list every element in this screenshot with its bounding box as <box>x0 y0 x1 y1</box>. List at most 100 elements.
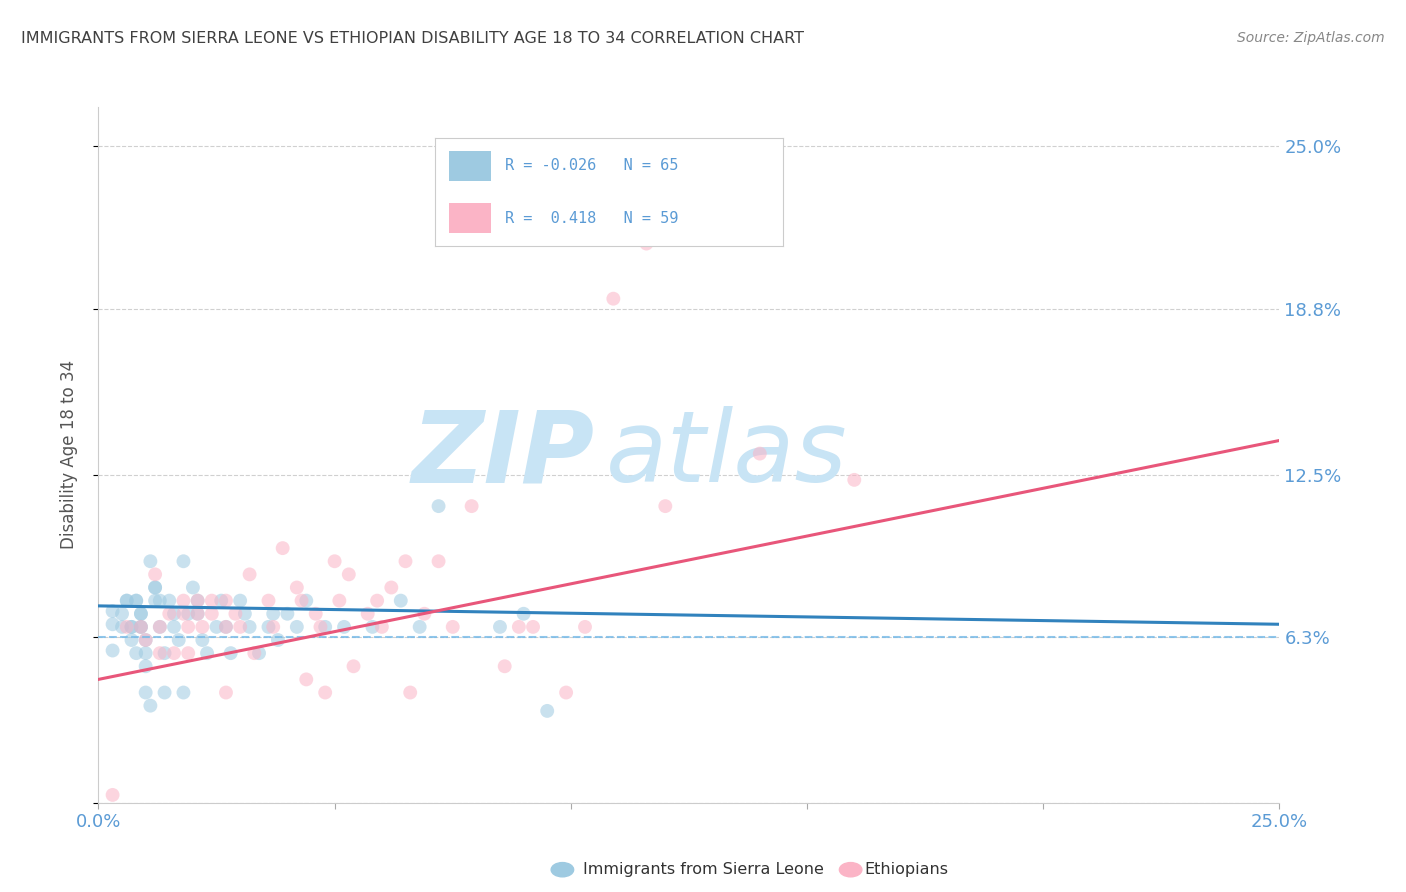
Point <box>187 607 209 621</box>
Point <box>172 685 194 699</box>
Point <box>328 593 350 607</box>
Point <box>285 581 308 595</box>
Y-axis label: Disability Age 18 to 34: Disability Age 18 to 34 <box>59 360 77 549</box>
Point <box>357 607 380 621</box>
Point <box>267 633 290 648</box>
Point <box>413 607 436 621</box>
Point <box>101 617 124 632</box>
Point <box>224 607 246 621</box>
Point <box>636 236 658 251</box>
Point <box>239 567 262 582</box>
Point <box>111 620 134 634</box>
Text: IMMIGRANTS FROM SIERRA LEONE VS ETHIOPIAN DISABILITY AGE 18 TO 34 CORRELATION CH: IMMIGRANTS FROM SIERRA LEONE VS ETHIOPIA… <box>21 31 804 46</box>
Point <box>101 643 124 657</box>
Point <box>342 659 364 673</box>
Point <box>111 607 134 621</box>
Point <box>333 620 356 634</box>
Point <box>536 704 558 718</box>
Point <box>257 593 280 607</box>
Point <box>115 593 138 607</box>
Point <box>748 447 770 461</box>
Point <box>129 620 152 634</box>
Point <box>205 620 228 634</box>
Point <box>191 620 214 634</box>
Point <box>229 593 252 607</box>
Point <box>143 581 166 595</box>
Point <box>305 607 328 621</box>
Point <box>201 607 224 621</box>
Point <box>187 593 209 607</box>
Point <box>195 646 218 660</box>
Point <box>285 620 308 634</box>
Point <box>115 620 138 634</box>
Point <box>125 646 148 660</box>
Point <box>522 620 544 634</box>
Point <box>121 620 143 634</box>
Point <box>257 620 280 634</box>
Point <box>323 554 346 568</box>
Point <box>101 604 124 618</box>
Point <box>262 607 284 621</box>
Point <box>153 685 176 699</box>
Point <box>177 620 200 634</box>
Point <box>602 292 624 306</box>
Point <box>460 499 482 513</box>
Point <box>295 673 318 687</box>
Point <box>101 788 124 802</box>
Point <box>129 620 152 634</box>
Point <box>290 593 312 607</box>
Point <box>129 620 152 634</box>
Point <box>494 659 516 673</box>
Point <box>654 499 676 513</box>
Point <box>243 646 266 660</box>
Text: Immigrants from Sierra Leone: Immigrants from Sierra Leone <box>583 863 824 877</box>
Point <box>191 633 214 648</box>
Point <box>157 593 180 607</box>
Point <box>135 646 157 660</box>
Point <box>115 593 138 607</box>
Point <box>143 593 166 607</box>
Point <box>276 607 298 621</box>
Point <box>380 581 402 595</box>
Point <box>129 607 152 621</box>
Point <box>219 646 242 660</box>
Point <box>314 620 336 634</box>
Point <box>163 620 186 634</box>
Point <box>167 633 190 648</box>
Point <box>135 633 157 648</box>
Point <box>135 685 157 699</box>
Point <box>215 685 238 699</box>
Point <box>209 593 232 607</box>
Point <box>408 620 430 634</box>
Text: atlas: atlas <box>606 407 848 503</box>
Point <box>427 499 450 513</box>
Point <box>427 554 450 568</box>
Point <box>201 593 224 607</box>
Point <box>121 633 143 648</box>
Point <box>135 633 157 648</box>
Point <box>177 646 200 660</box>
Point <box>139 554 162 568</box>
Point <box>121 620 143 634</box>
Point <box>139 698 162 713</box>
Text: ZIP: ZIP <box>412 407 595 503</box>
Point <box>129 607 152 621</box>
Point <box>371 620 394 634</box>
Point <box>153 646 176 660</box>
Point <box>143 581 166 595</box>
Point <box>177 607 200 621</box>
Point <box>157 607 180 621</box>
Point <box>389 593 412 607</box>
Point <box>688 145 710 159</box>
Point <box>172 593 194 607</box>
Point <box>149 593 172 607</box>
Point <box>271 541 294 555</box>
Point <box>394 554 416 568</box>
Point <box>361 620 384 634</box>
Point <box>314 685 336 699</box>
Point <box>135 659 157 673</box>
Point <box>399 685 422 699</box>
Point <box>555 685 578 699</box>
Point <box>163 607 186 621</box>
Point <box>247 646 270 660</box>
